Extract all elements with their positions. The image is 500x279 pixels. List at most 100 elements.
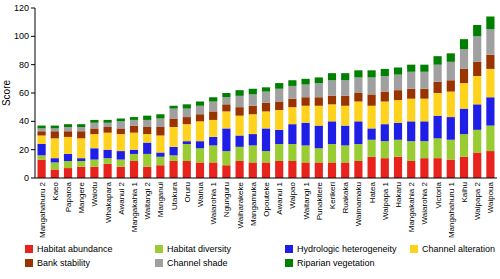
bar-segment (381, 124, 389, 141)
bar-segment (183, 144, 191, 161)
y-tick (31, 93, 35, 94)
bar-segment (222, 104, 230, 111)
bar-segment (77, 167, 85, 178)
bar-segment (170, 109, 178, 119)
bar-segment (209, 111, 217, 120)
bar-segment (222, 111, 230, 128)
bar-segment (64, 124, 72, 127)
legend-label: Riparian vegetation (297, 258, 375, 268)
legend-label: Habitat abundance (37, 244, 113, 254)
bar-segment (209, 162, 217, 178)
x-tick-label: Manganui (156, 182, 165, 217)
bar-segment (328, 96, 336, 105)
bar-segment (90, 167, 98, 178)
bar-segment (38, 160, 46, 178)
x-tick-label: Waitangi 1 (302, 181, 311, 219)
x-tick-label: Waiotu (90, 182, 99, 207)
bar-segment (447, 80, 455, 91)
x-tick-label: Waimamaku (354, 182, 363, 226)
legend-swatch (25, 245, 33, 253)
bar-segment (249, 145, 257, 162)
bar-segment (64, 131, 72, 137)
x-tick-label: Waipapa 2 (473, 181, 482, 220)
bar-segment (341, 162, 349, 178)
bar-segment (51, 126, 59, 129)
x-tick-label: Victoria (434, 181, 443, 208)
bar-segment (77, 138, 85, 158)
bar-segment (315, 83, 323, 97)
x-tick-label: Opouteke (262, 181, 271, 216)
bar-segment (288, 80, 296, 86)
x-tick-label: Kaeo (51, 181, 60, 200)
bar-segment (183, 161, 191, 178)
bar-segment (64, 161, 72, 168)
bar-segment (104, 120, 112, 123)
bar-segment (262, 128, 270, 151)
bar-segment (222, 128, 230, 151)
bar-segment (196, 148, 204, 162)
bar-segment (447, 62, 455, 80)
bar-segment (51, 131, 59, 138)
x-tick-label: Whakapara (104, 181, 113, 222)
bar-segment (394, 157, 402, 178)
bar-segment (130, 154, 138, 161)
bar-segment (315, 162, 323, 178)
bar-segment (170, 127, 178, 147)
bar-segment (394, 123, 402, 140)
bar-segment (143, 154, 151, 167)
bar-segment (249, 89, 257, 95)
x-tick-label: Hatea (368, 181, 377, 203)
bar-segment (196, 141, 204, 148)
bar-segment (156, 114, 164, 118)
bar-segment (407, 72, 415, 89)
bar-segment (354, 144, 362, 161)
legend-label: Habitat diversity (167, 244, 232, 254)
bar-segment (486, 126, 494, 152)
bar-segment (341, 145, 349, 162)
bar-segment (328, 162, 336, 178)
bar-segment (447, 160, 455, 178)
y-tick (31, 178, 35, 179)
x-tick-label: Kaihu (460, 182, 469, 202)
bar-segment (117, 121, 125, 128)
bar-segment (407, 99, 415, 122)
bar-segment (90, 160, 98, 167)
bar-segment (341, 73, 349, 80)
bar-segment (222, 151, 230, 165)
bar-segment (302, 162, 310, 178)
bar-segment (381, 141, 389, 158)
bar-segment (38, 126, 46, 129)
bar-segment (275, 110, 283, 130)
bar-segment (420, 141, 428, 158)
bar-segment (473, 25, 481, 36)
bar-segment (460, 49, 468, 69)
bar-segment (196, 106, 204, 115)
bar-segment (275, 144, 283, 161)
bar-segment (104, 123, 112, 127)
bar-segment (104, 164, 112, 178)
bar-segment (407, 65, 415, 72)
bar-segment (117, 167, 125, 178)
bar-segment (473, 36, 481, 62)
bar-segment (77, 124, 85, 127)
bar-segment (302, 97, 310, 106)
x-tick-label: Ruakaka (341, 181, 350, 213)
bar-segment (130, 161, 138, 178)
bar-segment (170, 155, 178, 161)
bar-segment (447, 117, 455, 140)
y-tick-label: 60 (19, 88, 29, 98)
bar-segment (394, 75, 402, 91)
bar-segment (368, 77, 376, 94)
y-tick (31, 8, 35, 9)
bar-segment (420, 72, 428, 89)
bar-segment (209, 120, 217, 137)
bar-segment (156, 119, 164, 128)
legend-label: Channel shade (167, 258, 228, 268)
bar-segment (288, 124, 296, 144)
bar-segment (117, 160, 125, 167)
bar-segment (209, 145, 217, 162)
bar-segment (249, 106, 257, 115)
bar-segment (275, 89, 283, 102)
bar-segment (236, 96, 244, 107)
bar-segment (381, 69, 389, 76)
